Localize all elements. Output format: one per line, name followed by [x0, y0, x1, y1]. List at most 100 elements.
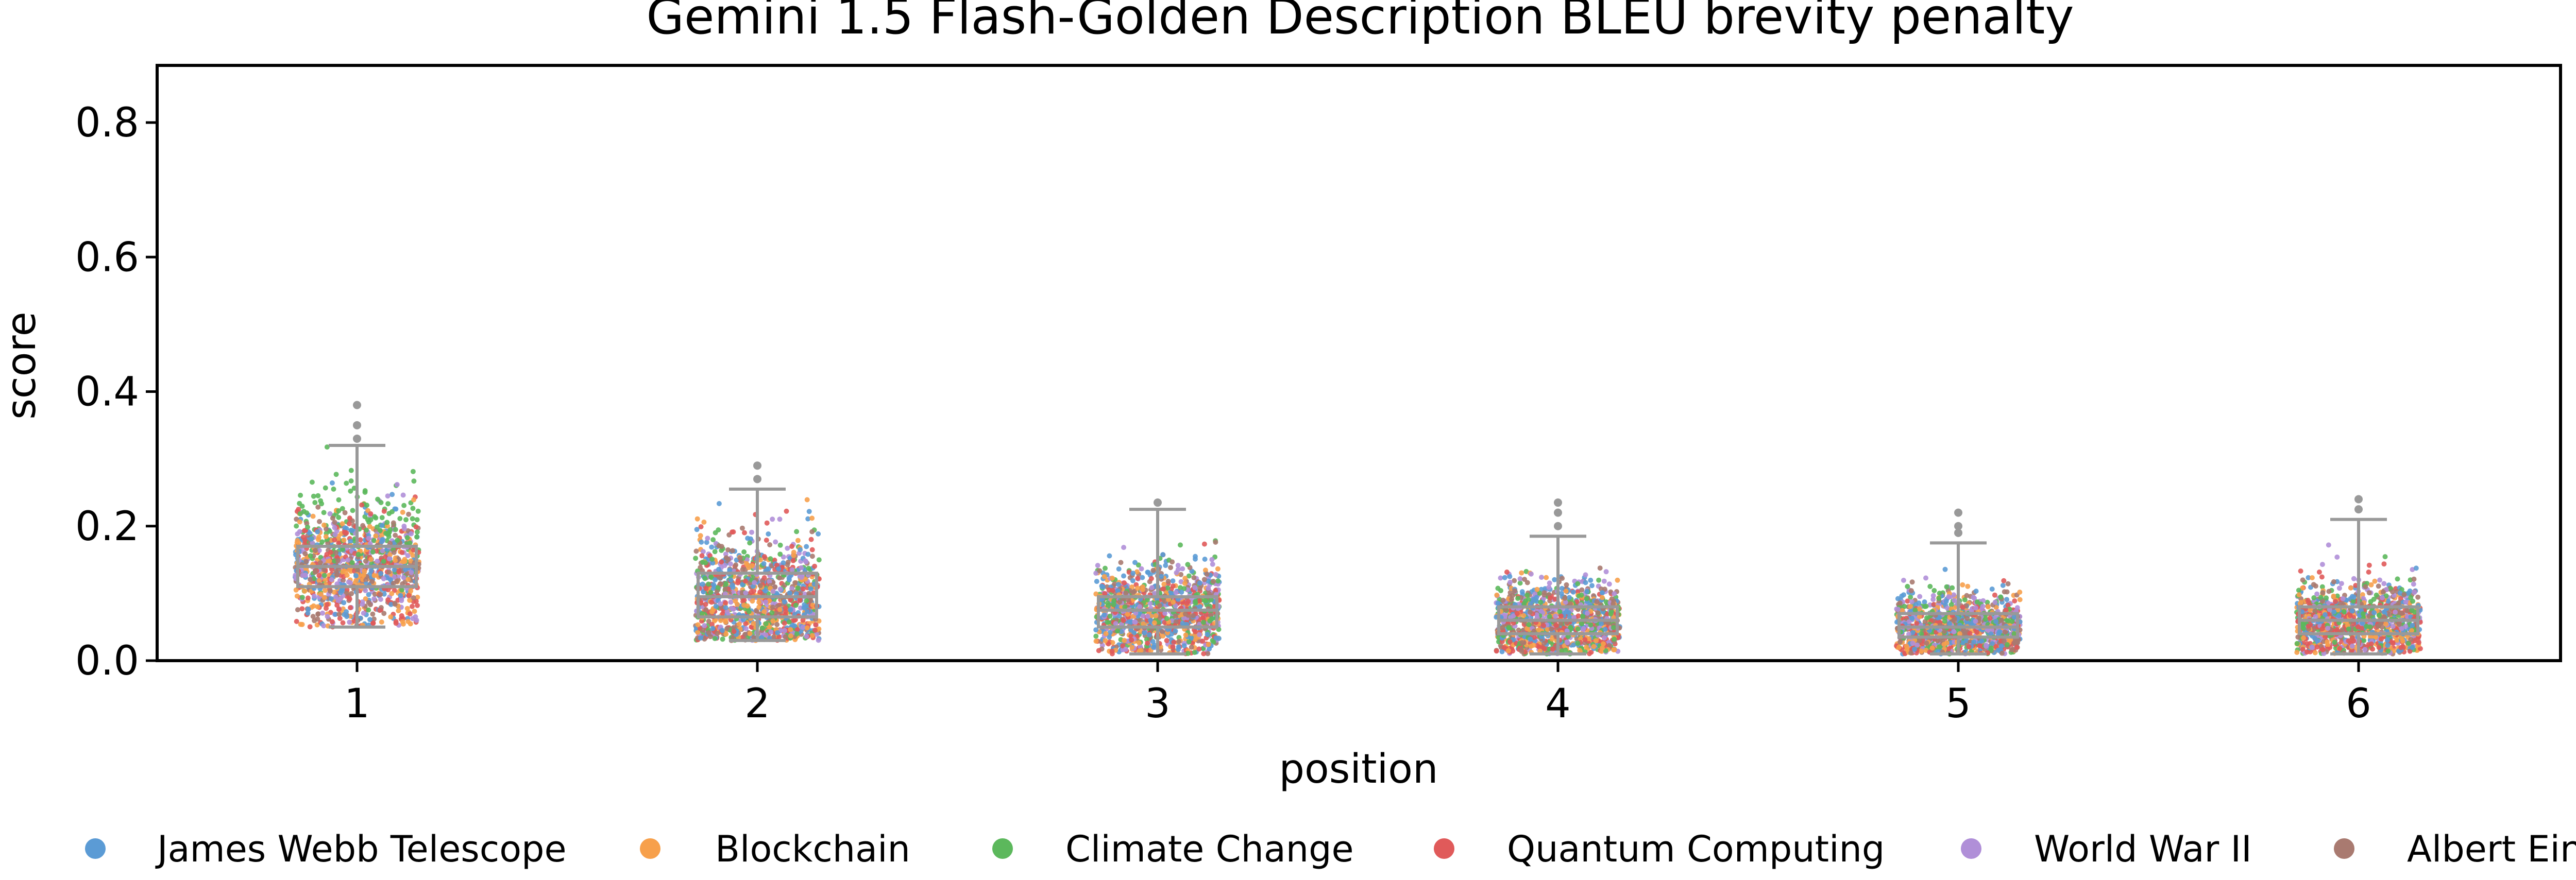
strip-point — [693, 556, 699, 561]
strip-point — [712, 636, 718, 641]
strip-point — [716, 501, 722, 506]
strip-point — [334, 602, 340, 608]
strip-layer — [293, 444, 2423, 657]
strip-point — [1960, 582, 1965, 588]
strip-point — [331, 486, 336, 492]
strip-point — [293, 587, 299, 593]
strip-point — [1589, 583, 1595, 589]
strip-point — [1192, 585, 1198, 591]
strip-point — [1197, 580, 1202, 586]
strip-point — [409, 570, 414, 575]
strip-point — [1905, 598, 1910, 604]
strip-point — [739, 525, 745, 531]
strip-point — [371, 573, 377, 578]
strip-point — [327, 589, 333, 594]
strip-point — [317, 519, 322, 524]
strip-point — [1213, 572, 1218, 577]
strip-point — [1575, 613, 1581, 619]
strip-point — [408, 558, 414, 564]
strip-point — [746, 609, 752, 614]
strip-point — [393, 506, 399, 512]
strip-point — [1564, 582, 1569, 588]
strip-point — [1582, 637, 1588, 643]
strip-point — [1176, 639, 1182, 645]
strip-point — [338, 590, 343, 595]
strip-point — [384, 520, 390, 525]
strip-point — [410, 506, 416, 511]
strip-point — [767, 579, 772, 584]
strip-point — [741, 549, 747, 555]
strip-point — [809, 529, 815, 534]
strip-point — [404, 606, 410, 611]
strip-point — [402, 559, 408, 564]
strip-point — [355, 551, 361, 557]
strip-point — [1130, 571, 1136, 576]
strip-point — [347, 596, 352, 602]
strip-point — [1153, 613, 1159, 618]
strip-point — [1515, 611, 1520, 616]
strip-point — [1206, 585, 1211, 591]
strip-point — [1583, 580, 1588, 585]
strip-point — [389, 591, 395, 596]
strip-point — [756, 599, 762, 605]
strip-point — [1547, 580, 1552, 586]
strip-point — [315, 604, 320, 610]
strip-point — [700, 549, 706, 555]
strip-point — [1149, 585, 1155, 591]
strip-point — [373, 533, 379, 539]
strip-point — [1103, 565, 1108, 571]
strip-point — [1193, 629, 1198, 634]
strip-point — [1200, 619, 1206, 625]
strip-point — [396, 608, 401, 613]
strip-point — [770, 516, 775, 522]
strip-point — [1196, 646, 1202, 652]
strip-point — [1182, 611, 1188, 617]
strip-point — [378, 500, 384, 505]
strip-point — [295, 607, 300, 613]
strip-point — [363, 558, 368, 564]
strip-point — [1534, 595, 1539, 600]
strip-point — [737, 556, 743, 561]
strip-point — [299, 595, 305, 600]
strip-point — [1584, 589, 1590, 594]
strip-point — [800, 586, 806, 592]
strip-point — [363, 596, 368, 601]
strip-point — [358, 537, 363, 543]
strip-point — [1157, 603, 1162, 609]
strip-point — [1209, 557, 1215, 562]
strip-point — [311, 493, 316, 499]
strip-point — [1528, 636, 1533, 642]
strip-point — [702, 576, 708, 581]
strip-point — [777, 551, 783, 557]
strip-point — [1111, 602, 1116, 608]
strip-point — [1150, 639, 1156, 644]
strip-point — [1185, 562, 1191, 567]
strip-point — [1606, 581, 1612, 587]
strip-point — [309, 479, 315, 485]
strip-point — [1121, 573, 1126, 579]
strip-point — [1547, 614, 1552, 619]
strip-point — [1160, 633, 1166, 639]
strip-point — [703, 607, 709, 612]
strip-point — [723, 631, 729, 637]
strip-point — [1197, 604, 1203, 610]
strip-point — [324, 551, 330, 557]
strip-point — [768, 629, 774, 635]
strip-point — [1179, 589, 1184, 595]
chart-title: Gemini 1.5 Flash-Golden Description BLEU… — [646, 0, 2074, 45]
strip-point — [353, 573, 359, 579]
strip-point — [713, 603, 719, 609]
strip-point — [761, 575, 767, 580]
strip-point — [388, 614, 394, 620]
strip-point — [792, 623, 797, 629]
strip-point — [1594, 599, 1600, 605]
strip-point — [756, 605, 762, 610]
strip-point — [336, 607, 342, 612]
strip-point — [329, 619, 335, 625]
strip-point — [743, 590, 749, 596]
strip-point — [385, 501, 391, 507]
strip-point — [777, 575, 783, 581]
strip-point — [1562, 595, 1568, 601]
strip-point — [415, 594, 420, 600]
strip-point — [1171, 599, 1176, 605]
